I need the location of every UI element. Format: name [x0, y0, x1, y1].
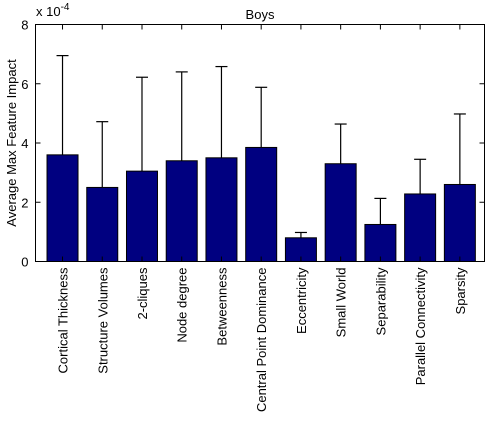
bar [165, 160, 198, 262]
bar [364, 223, 397, 262]
x-tick-label: Small World [334, 268, 349, 338]
bar [205, 157, 238, 262]
x-tick-label: Parallel Connectivity [413, 267, 428, 385]
y-axis-label: Average Max Feature Impact [4, 59, 19, 227]
bar [125, 170, 158, 262]
x-tick-label: Sparsity [453, 267, 468, 314]
x-tick-label: Separability [373, 267, 388, 335]
chart-title: Boys [246, 7, 275, 22]
y-tick-label: 2 [21, 195, 28, 210]
y-tick-label: 8 [21, 18, 28, 33]
x-tick-label: Eccentricity [294, 267, 309, 334]
y-exponent-power: -4 [61, 2, 70, 13]
y-tick-label: 6 [21, 77, 28, 92]
bar [324, 163, 357, 262]
bar [86, 186, 119, 262]
bar [245, 146, 278, 263]
y-exponent-label: x 10-4 [36, 2, 70, 19]
bar [443, 183, 476, 263]
plot-area: 0 2 4 6 8 Cortical Thickness Structure Volumes… [21, 18, 485, 413]
y-exponent-base: x 10 [36, 4, 61, 19]
x-tick-label: Betweenness [214, 267, 229, 346]
x-tick-label: Central Point Dominance [254, 268, 269, 413]
bar [46, 154, 79, 263]
x-tick-label: Cortical Thickness [56, 267, 71, 373]
bar [404, 193, 437, 262]
plot-frame [35, 24, 485, 262]
y-tick-label: 0 [21, 255, 28, 270]
x-tick-label: Structure Volumes [95, 267, 110, 374]
x-tick-label: 2-cliques [135, 267, 150, 320]
y-tick-label: 4 [21, 136, 28, 151]
x-tick-label: Node degree [175, 268, 190, 343]
